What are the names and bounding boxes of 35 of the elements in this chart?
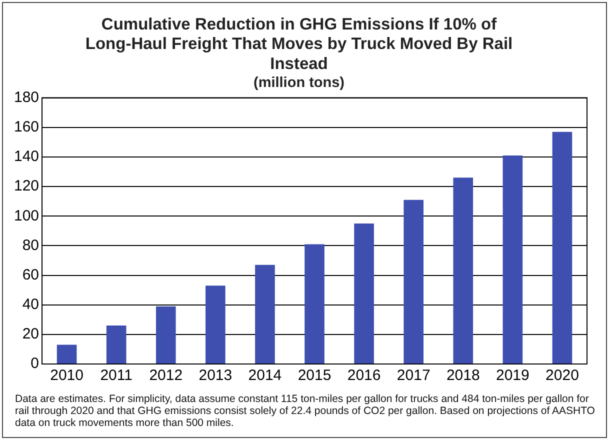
y-tick-label: 140 <box>14 148 40 166</box>
x-tick-label: 2011 <box>100 367 132 384</box>
x-tick-label: 2017 <box>396 367 430 384</box>
x-tick-label: 2010 <box>50 367 84 384</box>
bar <box>255 264 275 364</box>
bar <box>304 244 324 364</box>
bar <box>156 306 176 364</box>
bar <box>354 224 374 364</box>
x-tick-label: 2012 <box>149 367 183 384</box>
bar <box>502 155 523 364</box>
chart-title: Cumulative Reduction in GHG Emissions If 10% of Long-Haul Freight That Moves by Truck Moved By Rail Instead <box>85 15 513 74</box>
x-tick-label: 2013 <box>198 367 232 384</box>
y-tick-label: 40 <box>22 296 40 313</box>
y-tick-label: 20 <box>22 326 40 343</box>
y-tick-label: 160 <box>14 118 40 136</box>
y-tick-label: 0 <box>30 355 40 372</box>
x-tick-label: 2019 <box>496 367 530 384</box>
bar <box>404 200 424 364</box>
y-tick-label: 180 <box>14 88 40 106</box>
x-tick-label: 2020 <box>546 367 579 384</box>
y-tick-label: 100 <box>14 207 40 224</box>
x-tick-label: 2016 <box>347 367 381 384</box>
bar <box>206 286 226 364</box>
y-tick-label: 80 <box>22 236 40 254</box>
x-tick-label: 2018 <box>446 367 480 384</box>
y-tick-label: 60 <box>22 266 40 284</box>
x-tick-label: 2015 <box>298 367 332 384</box>
text: Data are estimates. For simplicity, data assume constant 115 ton-miles per gallon for trucks and 484 ton-miles per gallon for rail through 2020 and that GHG emissions consist solely of 22.4 pounds of CO2 per gallon. Based on projections of AASHTO data on truck movements more than 500 miles. <box>15 393 596 429</box>
bar <box>453 178 474 364</box>
y-tick-label: 120 <box>14 178 40 195</box>
x-tick-label: 2014 <box>248 367 282 384</box>
bar <box>106 326 126 364</box>
bar <box>56 344 77 364</box>
chart-subtitle: (million tons) <box>253 75 345 92</box>
bar <box>552 132 572 364</box>
